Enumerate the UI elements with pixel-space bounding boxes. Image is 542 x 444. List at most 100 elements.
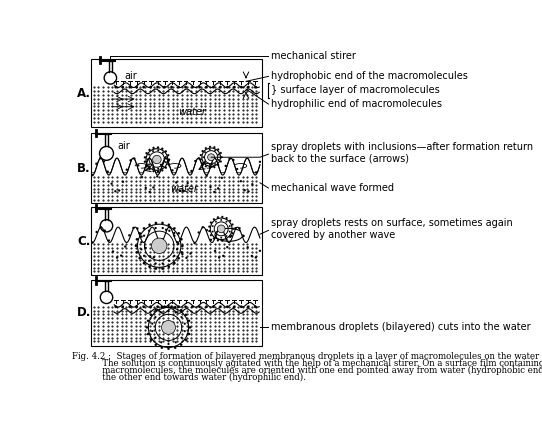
Text: mechanical wave formed: mechanical wave formed <box>271 183 394 193</box>
Circle shape <box>157 249 159 251</box>
Circle shape <box>214 163 216 165</box>
Circle shape <box>162 321 176 334</box>
Circle shape <box>180 316 183 318</box>
Circle shape <box>149 266 151 268</box>
Circle shape <box>234 227 236 229</box>
Circle shape <box>173 262 176 265</box>
Circle shape <box>242 235 244 237</box>
Circle shape <box>144 161 146 163</box>
Bar <box>92 60 261 127</box>
Circle shape <box>167 305 170 307</box>
Circle shape <box>210 234 212 236</box>
Circle shape <box>202 226 204 228</box>
Circle shape <box>214 150 216 151</box>
Circle shape <box>162 262 164 265</box>
Bar <box>91 133 261 203</box>
Bar <box>92 208 261 274</box>
Circle shape <box>145 247 147 249</box>
Circle shape <box>140 241 143 243</box>
Circle shape <box>160 312 162 313</box>
Circle shape <box>209 149 211 151</box>
Circle shape <box>202 156 204 158</box>
Circle shape <box>168 230 170 232</box>
Circle shape <box>221 216 223 218</box>
Text: the other end towards water (hydrophilic end).: the other end towards water (hydrophilic… <box>72 373 306 382</box>
Circle shape <box>175 181 177 183</box>
Circle shape <box>229 225 230 227</box>
Circle shape <box>150 305 152 308</box>
Circle shape <box>232 159 234 161</box>
Circle shape <box>177 232 180 234</box>
Circle shape <box>184 305 187 308</box>
Circle shape <box>145 187 147 189</box>
Circle shape <box>215 221 217 222</box>
Circle shape <box>143 235 145 237</box>
Circle shape <box>217 164 219 166</box>
Circle shape <box>213 191 215 193</box>
Circle shape <box>162 222 164 224</box>
Circle shape <box>228 158 230 160</box>
Circle shape <box>194 160 196 162</box>
Text: The solution is continuously agitated with the help of a mechanical stirer. On a: The solution is continuously agitated wi… <box>72 359 542 368</box>
Circle shape <box>173 255 176 257</box>
Circle shape <box>138 257 141 259</box>
Circle shape <box>154 344 157 346</box>
Circle shape <box>177 257 180 259</box>
Circle shape <box>148 260 150 262</box>
Circle shape <box>122 181 124 183</box>
Circle shape <box>173 232 175 234</box>
Text: hydrophilic end of macromolecules: hydrophilic end of macromolecules <box>271 99 442 109</box>
Circle shape <box>208 154 215 161</box>
Circle shape <box>114 305 117 308</box>
Circle shape <box>225 217 228 219</box>
Circle shape <box>225 221 227 222</box>
Circle shape <box>136 238 138 241</box>
Circle shape <box>209 166 211 169</box>
Text: air: air <box>124 71 137 81</box>
Circle shape <box>165 151 167 152</box>
Circle shape <box>167 224 170 226</box>
Circle shape <box>175 341 177 343</box>
Circle shape <box>163 86 166 88</box>
Circle shape <box>95 163 98 165</box>
Circle shape <box>185 313 187 316</box>
Circle shape <box>165 229 167 231</box>
Circle shape <box>226 86 229 88</box>
Circle shape <box>136 86 138 88</box>
Circle shape <box>191 305 194 308</box>
Circle shape <box>174 306 176 308</box>
Circle shape <box>247 246 249 248</box>
Circle shape <box>229 231 230 232</box>
Circle shape <box>180 238 183 241</box>
Circle shape <box>108 239 110 242</box>
Circle shape <box>149 149 151 151</box>
Text: air: air <box>118 142 130 151</box>
Circle shape <box>171 169 173 171</box>
Circle shape <box>128 86 131 88</box>
Circle shape <box>160 341 162 343</box>
Circle shape <box>148 154 150 155</box>
Circle shape <box>168 159 170 161</box>
Circle shape <box>251 183 254 185</box>
Circle shape <box>222 255 224 257</box>
Circle shape <box>176 241 178 243</box>
Circle shape <box>161 148 163 150</box>
Circle shape <box>147 159 149 160</box>
Circle shape <box>213 238 215 239</box>
Circle shape <box>138 232 141 234</box>
Circle shape <box>154 267 157 270</box>
Circle shape <box>167 310 170 312</box>
Circle shape <box>170 86 173 88</box>
Circle shape <box>191 86 194 88</box>
Circle shape <box>160 306 163 308</box>
Circle shape <box>177 243 179 245</box>
Circle shape <box>140 235 143 238</box>
Circle shape <box>161 169 163 171</box>
Circle shape <box>209 164 211 166</box>
Circle shape <box>149 191 151 193</box>
Circle shape <box>161 238 163 240</box>
Circle shape <box>254 305 256 308</box>
Circle shape <box>157 170 159 173</box>
Circle shape <box>205 147 207 149</box>
Circle shape <box>169 226 171 228</box>
